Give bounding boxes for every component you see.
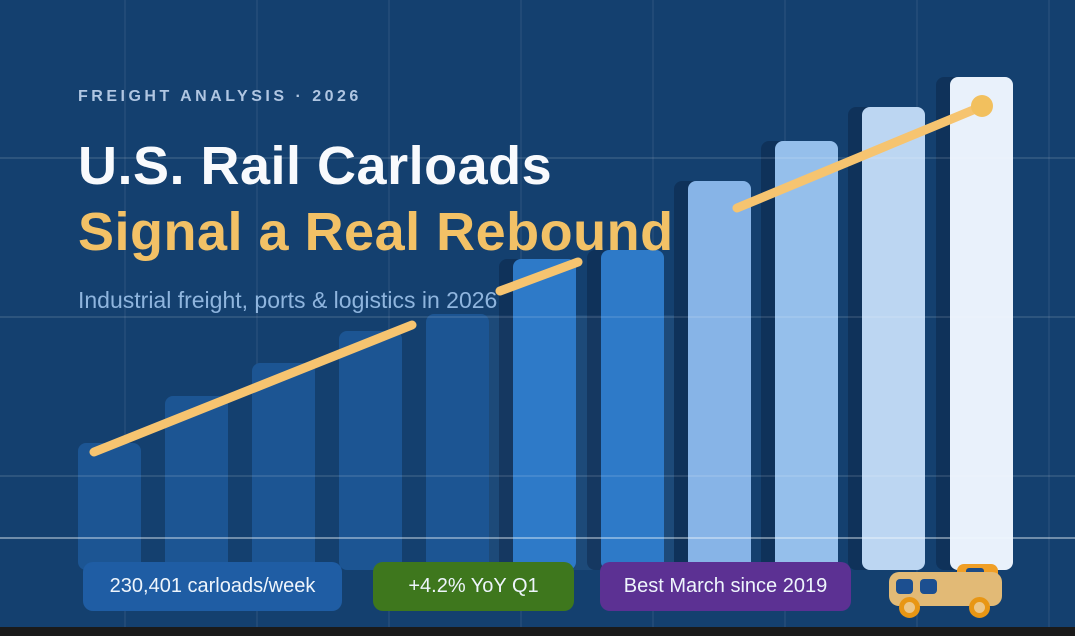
stat-badge-yoy: +4.2% YoY Q1 xyxy=(373,562,574,611)
title-line-1: U.S. Rail Carloads xyxy=(78,136,553,196)
chart-baseline xyxy=(0,537,1075,539)
stat-badge-best-march: Best March since 2019 xyxy=(600,562,851,611)
truck-window xyxy=(920,579,937,594)
bottom-edge-strip xyxy=(0,627,1075,636)
chart-bar xyxy=(165,396,228,570)
truck-window xyxy=(896,579,913,594)
eyebrow-label: FREIGHT ANALYSIS · 2026 xyxy=(78,88,362,105)
chart-bar xyxy=(426,314,489,570)
chart-gridline xyxy=(0,157,1075,159)
truck-wheel xyxy=(969,597,990,618)
chart-bar xyxy=(775,141,838,570)
chart-bar xyxy=(339,331,402,570)
page-title: U.S. Rail Carloads Signal a Real Rebound xyxy=(78,133,674,265)
chart-bar xyxy=(688,181,751,570)
stat-badge-carloads: 230,401 carloads/week xyxy=(83,562,342,611)
chart-bar xyxy=(601,250,664,570)
chart-bar xyxy=(950,77,1013,570)
truck-wheel xyxy=(899,597,920,618)
chart-bar xyxy=(78,443,141,570)
truck-icon xyxy=(886,562,1016,620)
subtitle: Industrial freight, ports & logistics in… xyxy=(78,287,498,313)
chart-bar xyxy=(513,259,576,570)
title-line-2: Signal a Real Rebound xyxy=(78,202,674,262)
headline-block: FREIGHT ANALYSIS · 2026 U.S. Rail Carloa… xyxy=(78,88,674,265)
chart-bar xyxy=(862,107,925,570)
chart-gridline xyxy=(0,316,1075,318)
chart-gridline xyxy=(0,475,1075,477)
